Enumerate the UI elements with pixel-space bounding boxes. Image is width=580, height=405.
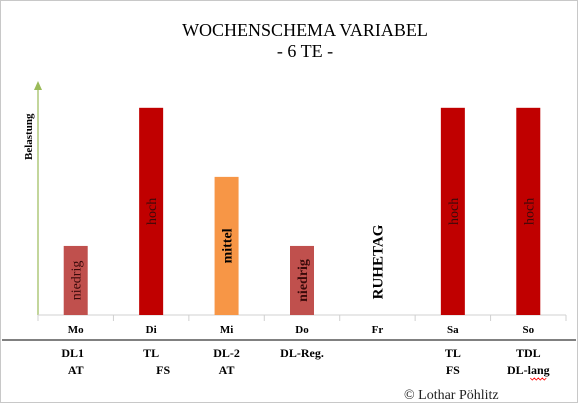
- training-cell: AT: [68, 363, 84, 377]
- chart-subtitle: - 6 TE -: [277, 41, 333, 61]
- category-label-so: So: [522, 324, 534, 336]
- bar-di: [139, 107, 164, 315]
- bar-so: [516, 107, 541, 315]
- category-label-sa: Sa: [447, 324, 459, 336]
- copyright-text: © Lothar Pöhlitz: [404, 388, 499, 403]
- training-cell: TL: [445, 346, 461, 360]
- bar-do: [290, 245, 314, 315]
- bar-label-mo: niedrig: [70, 261, 85, 301]
- training-cell: FS: [156, 363, 170, 377]
- bar-label-do: niedrig: [296, 259, 311, 302]
- category-label-mi: Mi: [220, 324, 233, 336]
- bar-labels-group: niedrig hoch mittel niedrig RUHETAG hoch hoch: [70, 198, 538, 302]
- chart-axes: [2, 81, 576, 341]
- bar-mo: [63, 245, 88, 315]
- category-label-di: Di: [146, 324, 157, 336]
- spellcheck-underline: [530, 377, 547, 381]
- bar-label-di: hoch: [145, 198, 160, 225]
- training-cell: AT: [219, 363, 235, 377]
- y-axis-label: Belastung: [23, 113, 35, 160]
- category-labels-group: Mo Di Mi Do Fr Sa So: [68, 324, 535, 336]
- training-cell: DL-Reg.: [280, 346, 324, 360]
- bar-label-fr: RUHETAG: [370, 224, 386, 299]
- training-cell: TL: [143, 346, 159, 360]
- training-cell: DL1: [61, 346, 84, 360]
- training-cell: FS: [446, 363, 460, 377]
- bars-group: [63, 107, 541, 315]
- category-label-fr: Fr: [372, 324, 384, 336]
- bar-sa: [440, 107, 465, 315]
- training-rows-group: DL1 AT TL FS DL-2 AT DL-Reg. TL FS TDL DL-lang: [61, 346, 550, 381]
- bar-label-so: hoch: [522, 198, 537, 225]
- y-axis-arrow: [34, 81, 42, 90]
- training-cell: DL-2: [213, 346, 240, 360]
- bar-label-sa: hoch: [447, 198, 462, 225]
- category-label-mo: Mo: [68, 324, 84, 336]
- bar-mi: [214, 176, 239, 315]
- category-label-do: Do: [295, 324, 309, 336]
- bar-label-mi: mittel: [221, 228, 236, 263]
- chart-title: WOCHENSCHEMA VARIABEL: [182, 20, 428, 40]
- training-cell: DL-lang: [507, 363, 550, 377]
- training-cell: TDL: [516, 346, 541, 360]
